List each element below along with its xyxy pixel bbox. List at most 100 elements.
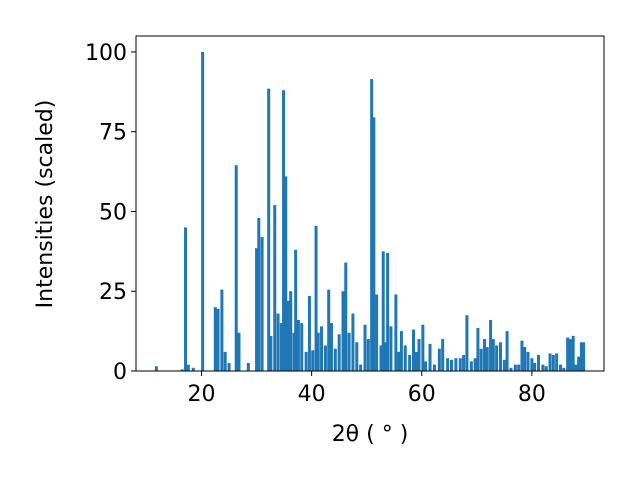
- bar: [449, 359, 453, 371]
- bar: [577, 356, 581, 371]
- bar: [220, 289, 224, 371]
- bar: [279, 323, 283, 371]
- x-tick-label: 60: [408, 382, 436, 407]
- bar: [517, 364, 521, 371]
- bar: [375, 294, 379, 371]
- bar: [379, 345, 383, 371]
- x-tick-label: 40: [298, 382, 326, 407]
- bar: [403, 345, 407, 371]
- bar: [286, 300, 290, 371]
- bar: [316, 332, 320, 371]
- bar: [562, 367, 566, 371]
- bar: [489, 319, 493, 371]
- bar: [541, 364, 545, 371]
- bar: [428, 343, 432, 371]
- bar: [483, 339, 487, 371]
- bar: [213, 307, 217, 371]
- bar: [355, 342, 359, 371]
- x-tick-label: 20: [188, 382, 216, 407]
- bar: [424, 361, 428, 371]
- bar: [273, 205, 277, 371]
- bar: [307, 296, 311, 371]
- bar: [397, 351, 401, 371]
- bar: [269, 335, 273, 371]
- y-tick-label: 25: [99, 280, 127, 305]
- y-tick-label: 100: [85, 41, 127, 66]
- bar: [446, 358, 450, 371]
- y-axis-label: Intensities (scaled): [33, 100, 58, 309]
- bar: [344, 262, 348, 371]
- bar: [458, 358, 462, 371]
- bar: [417, 339, 421, 371]
- bar: [568, 339, 572, 371]
- bar: [465, 315, 469, 371]
- bar: [454, 358, 458, 371]
- bar: [255, 248, 259, 371]
- bar: [414, 351, 418, 371]
- bar: [389, 326, 393, 371]
- bar: [559, 364, 563, 371]
- bar: [520, 340, 524, 371]
- bar: [304, 351, 308, 371]
- bar: [341, 291, 345, 371]
- bar: [530, 358, 534, 371]
- bar: [296, 319, 300, 371]
- bar: [513, 364, 517, 371]
- bar: [372, 117, 376, 371]
- y-tick-label: 75: [99, 121, 127, 146]
- bar: [337, 334, 341, 371]
- bar: [579, 342, 583, 371]
- bar: [473, 358, 477, 371]
- bar: [327, 289, 331, 371]
- bar: [582, 342, 586, 371]
- bar: [394, 294, 398, 371]
- bar: [441, 339, 445, 371]
- bar: [329, 323, 333, 371]
- bar: [347, 332, 351, 371]
- bar: [186, 364, 190, 371]
- bar: [574, 364, 578, 371]
- bar: [502, 359, 506, 371]
- bar: [386, 252, 390, 371]
- x-tick-label: 80: [518, 382, 546, 407]
- y-tick-label: 0: [113, 360, 127, 385]
- bar: [292, 332, 296, 371]
- bar: [282, 90, 286, 371]
- bar: [479, 348, 483, 371]
- bar: [548, 353, 552, 371]
- bar: [551, 355, 555, 371]
- bar: [300, 323, 304, 371]
- bar: [294, 249, 298, 371]
- bar: [469, 361, 473, 371]
- bar: [544, 366, 548, 371]
- bar: [509, 367, 513, 371]
- x-axis-label: 2θ ( ° ): [332, 422, 409, 447]
- bar: [191, 367, 195, 371]
- bar: [366, 339, 370, 371]
- bar: [180, 369, 184, 371]
- bar: [498, 342, 502, 371]
- bar: [154, 366, 158, 371]
- bar: [234, 165, 238, 371]
- bar: [399, 331, 403, 371]
- bar: [523, 347, 527, 371]
- bar: [201, 51, 205, 371]
- bar: [491, 339, 495, 371]
- bar: [311, 350, 315, 371]
- bar: [216, 308, 220, 371]
- bar: [437, 348, 441, 371]
- bar: [533, 363, 537, 371]
- bar: [555, 353, 559, 371]
- bar: [223, 351, 227, 371]
- bar: [363, 324, 367, 371]
- bar: [370, 79, 374, 372]
- bar: [276, 313, 280, 371]
- bar: [260, 237, 264, 371]
- bar: [384, 342, 388, 371]
- bar: [408, 355, 412, 371]
- bar: [284, 176, 288, 371]
- bar: [432, 364, 436, 371]
- bar: [536, 355, 540, 371]
- bar: [351, 313, 355, 371]
